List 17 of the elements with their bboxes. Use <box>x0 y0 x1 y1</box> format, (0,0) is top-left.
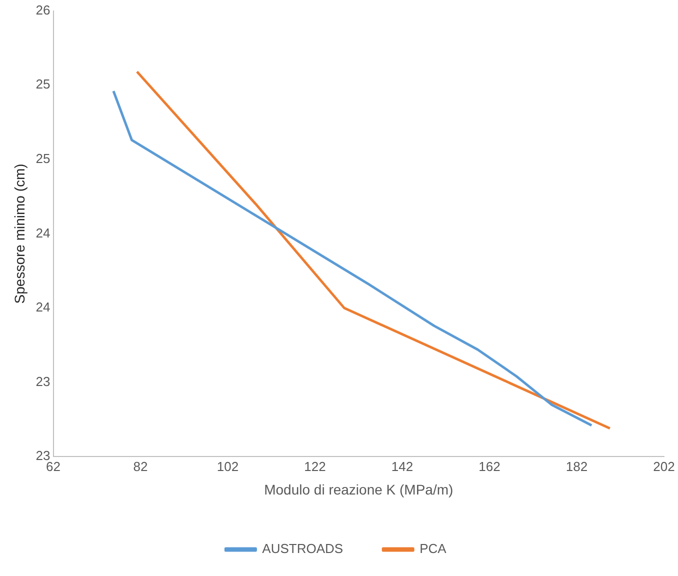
y-tick-label: 24 <box>36 300 50 315</box>
x-tick-label: 82 <box>133 458 148 474</box>
y-axis-title: Spessore minimo (cm) <box>11 164 28 304</box>
legend-label: AUSTROADS <box>262 541 344 556</box>
x-tick-label: 142 <box>391 458 414 474</box>
x-tick-label: 102 <box>216 458 239 474</box>
x-axis-title: Modulo di reazione K (MPa/m) <box>264 481 454 498</box>
legend-label: PCA <box>420 541 447 556</box>
y-tick-label: 25 <box>36 150 50 166</box>
x-tick-label: 122 <box>304 458 326 474</box>
y-tick-label: 24 <box>36 225 50 240</box>
x-tick-label: 162 <box>478 458 500 474</box>
x-tick-label: 202 <box>653 458 675 474</box>
y-tick-label: 25 <box>36 76 50 92</box>
x-tick-label: 182 <box>566 458 588 474</box>
y-tick-label: 26 <box>36 2 50 18</box>
y-tick-label: 23 <box>36 374 50 389</box>
